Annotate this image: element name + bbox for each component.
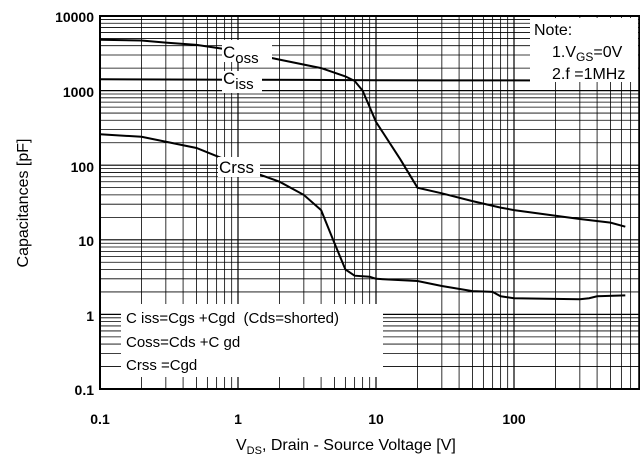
coss-label-sub: oss [235,50,258,67]
x-tick-label: 1 [234,411,242,427]
note-line-1-rest: =0V [593,44,622,61]
x-tick-label: 100 [502,411,526,427]
note-line-1: 1.VGS=0V [552,44,623,64]
x-axis-title-sub: DS [247,445,262,457]
y-axis-title: Capacitances [pF] [15,139,32,268]
y-tick-label: 1 [86,308,94,324]
x-tick-label: 0.1 [90,411,110,427]
coss-label-bg [222,40,272,62]
coss-curve-label: Coss [223,43,259,67]
plot-frame [99,15,640,390]
ciss-label-main: C [223,69,235,88]
ciss-label-sub: iss [235,76,253,93]
crss-curve-label: Crss [219,158,254,177]
crss-label-bg [218,157,260,177]
y-tick-label: 100 [71,159,95,175]
equation-crss: Crss =Cgd [126,357,197,374]
x-tick-labels: 0.1 1 10 100 [90,411,526,427]
equation-coss: Coss=Cds +C gd [126,334,240,351]
note-line-1-sub: GS [576,50,593,64]
x-axis-title-rest: , Drain - Source Voltage [V] [262,437,456,454]
y-tick-labels: 10000 1000 100 10 1 0.1 [55,9,94,398]
note-line-1-prefix: 1.V [552,44,576,61]
y-tick-label: 0.1 [75,382,95,398]
x-tick-label: 10 [368,411,384,427]
coss-label-main: C [223,43,235,62]
equation-ciss: C iss=Cgs +Cgd (Cds=shorted) [126,310,339,327]
ciss-curve [99,78,626,82]
ciss-label-bg [222,71,262,93]
x-axis-title: VDS, Drain - Source Voltage [V] [236,437,456,457]
y-tick-label: 10000 [55,9,94,25]
note-line-2: 2.f =1MHz [552,66,625,83]
grid [99,16,640,390]
x-axis-title-main: V [236,437,247,454]
ciss-curve-label: Ciss [223,69,254,93]
note-box-bg [530,18,638,82]
note-title: Note: [534,22,572,39]
y-tick-label: 10 [78,233,94,249]
equation-box-bg [121,304,383,377]
y-tick-label: 1000 [63,84,94,100]
coss-curve [99,38,626,228]
